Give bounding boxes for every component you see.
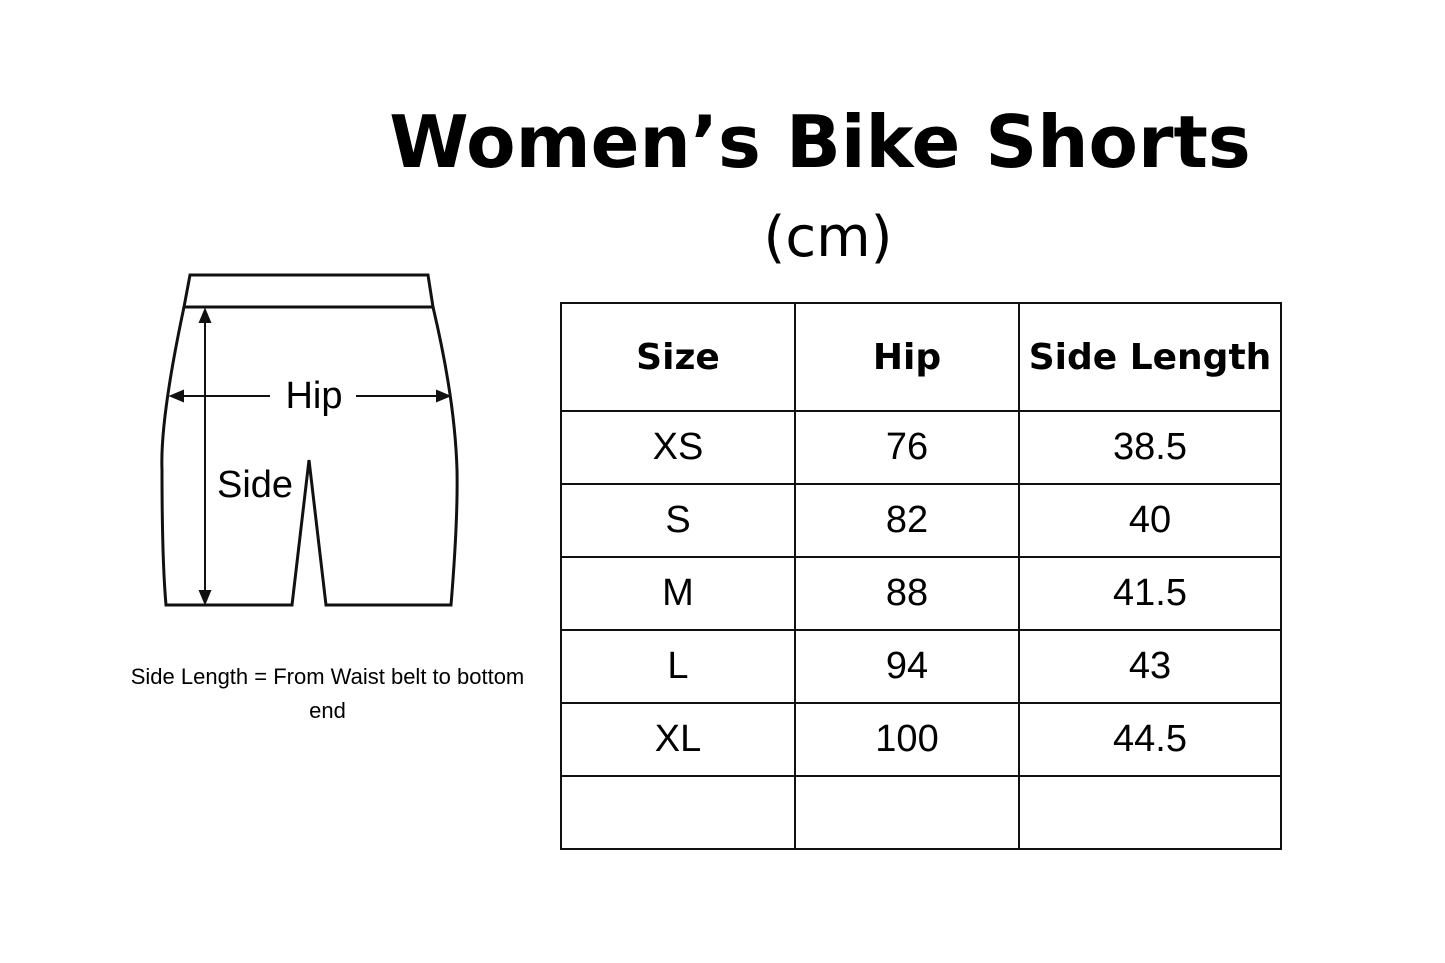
cell-hip: 76 [794,410,1020,485]
table-row: L 94 43 [560,629,1282,704]
header-size: Size [560,302,796,412]
cell-hip: 82 [794,483,1020,558]
cell-side-length [1018,775,1282,850]
cell-size: M [560,556,796,631]
cell-hip [794,775,1020,850]
hip-label: Hip [285,375,342,417]
measurement-note: Side Length = From Waist belt to bottom … [130,664,525,723]
waistband [182,273,435,309]
cell-hip: 100 [794,702,1020,777]
shorts-outline [160,306,459,607]
cell-side-length: 43 [1018,629,1282,704]
table-row: S 82 40 [560,483,1282,558]
cell-hip: 94 [794,629,1020,704]
header-side-length: Side Length [1018,302,1282,412]
cell-size [560,775,796,850]
cell-side-length: 41.5 [1018,556,1282,631]
table-row: XL 100 44.5 [560,702,1282,777]
cell-size: XS [560,410,796,485]
unit-label: (cm) [763,205,893,270]
table-row-empty [560,775,1282,850]
size-chart-table: Size Hip Side Length XS 76 38.5 S 82 40 M 88 4… [560,302,1282,850]
table-row: XS 76 38.5 [560,410,1282,485]
cell-hip: 88 [794,556,1020,631]
cell-size: L [560,629,796,704]
header-hip: Hip [794,302,1020,412]
cell-side-length: 44.5 [1018,702,1282,777]
page-title: Women’s Bike Shorts [389,100,1251,184]
shorts-diagram: Hip Side [160,273,459,607]
side-label: Side [217,464,293,506]
cell-size: XL [560,702,796,777]
cell-side-length: 40 [1018,483,1282,558]
table-row: M 88 41.5 [560,556,1282,631]
table-header-row: Size Hip Side Length [560,302,1282,412]
cell-size: S [560,483,796,558]
cell-side-length: 38.5 [1018,410,1282,485]
